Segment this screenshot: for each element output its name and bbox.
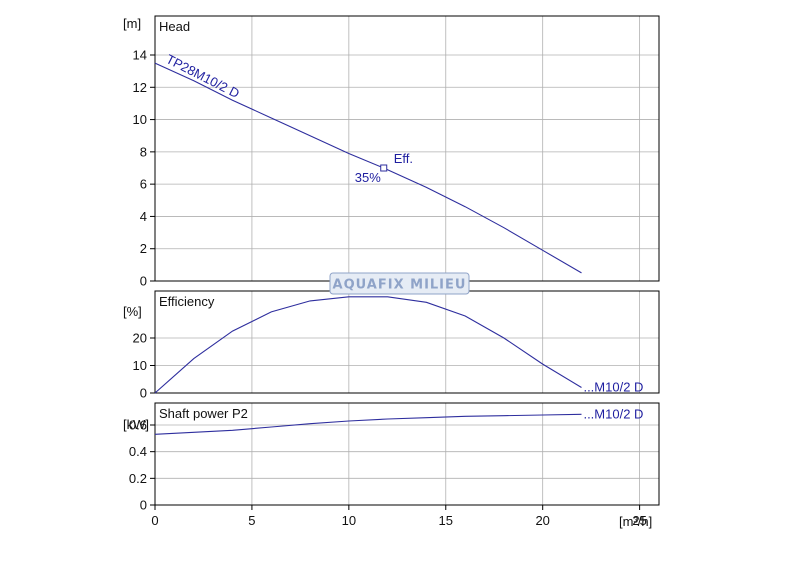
head-unit-label: [m] bbox=[123, 16, 141, 31]
watermark-text: AQUAFIX MILIEU bbox=[333, 278, 467, 293]
efficiency-plot-area bbox=[155, 291, 659, 393]
efficiency-panel: 0 10 20 [%] Efficiency ...M10/2 D bbox=[123, 290, 660, 401]
watermark-logo: AQUAFIX MILIEU bbox=[329, 272, 470, 295]
efficiency-y-tick-label: 10 bbox=[133, 358, 147, 373]
x-axis: 0 5 10 15 20 25 bbox=[151, 505, 647, 528]
power-plot-area bbox=[155, 403, 659, 505]
efficiency-unit-label: [%] bbox=[123, 304, 142, 319]
power-panel: 0 0.2 0.4 0.6[kW] Shaft power P2 ...M10/2 D bbox=[123, 402, 660, 513]
x-axis-unit-label: [m³/h] bbox=[619, 514, 652, 529]
head-y-tick-label: 0 bbox=[140, 274, 147, 289]
power-unit-label: [kW] bbox=[123, 417, 149, 432]
power-panel-title: Shaft power P2 bbox=[159, 406, 248, 421]
efficiency-panel-title: Efficiency bbox=[159, 294, 215, 309]
x-tick-label: 10 bbox=[342, 513, 356, 528]
head-y-tick-label: 12 bbox=[133, 80, 147, 95]
head-y-tick-label: 8 bbox=[140, 144, 147, 159]
efficiency-series-label: ...M10/2 D bbox=[583, 380, 643, 395]
power-y-tick-label: 0.4 bbox=[129, 444, 147, 459]
head-series-line bbox=[154, 62, 582, 274]
x-tick-label: 15 bbox=[439, 513, 453, 528]
eff-label: Eff. bbox=[394, 151, 413, 166]
head-panel-title: Head bbox=[159, 19, 190, 34]
head-y-tick-label: 10 bbox=[133, 112, 147, 127]
power-frame bbox=[154, 402, 660, 506]
x-tick-label: 25 bbox=[632, 513, 646, 528]
x-tick-label: 0 bbox=[151, 513, 158, 528]
power-y-tick-label: 0.2 bbox=[129, 471, 147, 486]
head-y-tick-label: 14 bbox=[133, 48, 147, 63]
eff-value-label: 35% bbox=[355, 170, 381, 185]
efficiency-y-tick-label: 20 bbox=[133, 331, 147, 346]
head-plot-area bbox=[155, 16, 659, 281]
head-y-tick-label: 6 bbox=[140, 177, 147, 192]
head-y-tick-label: 2 bbox=[140, 241, 147, 256]
power-series-line bbox=[154, 413, 582, 435]
efficiency-series-line bbox=[154, 296, 582, 394]
power-y-tick-label: 0 bbox=[140, 498, 147, 513]
power-series-label: ...M10/2 D bbox=[583, 406, 643, 421]
head-y-tick-label: 4 bbox=[140, 209, 147, 224]
power-y-tick-label: 0.6 bbox=[129, 418, 147, 433]
x-tick-label: 5 bbox=[248, 513, 255, 528]
x-tick-label: 20 bbox=[535, 513, 549, 528]
watermark-box bbox=[329, 272, 470, 295]
duty-point-marker bbox=[380, 164, 388, 172]
efficiency-y-tick-label: 0 bbox=[140, 386, 147, 401]
